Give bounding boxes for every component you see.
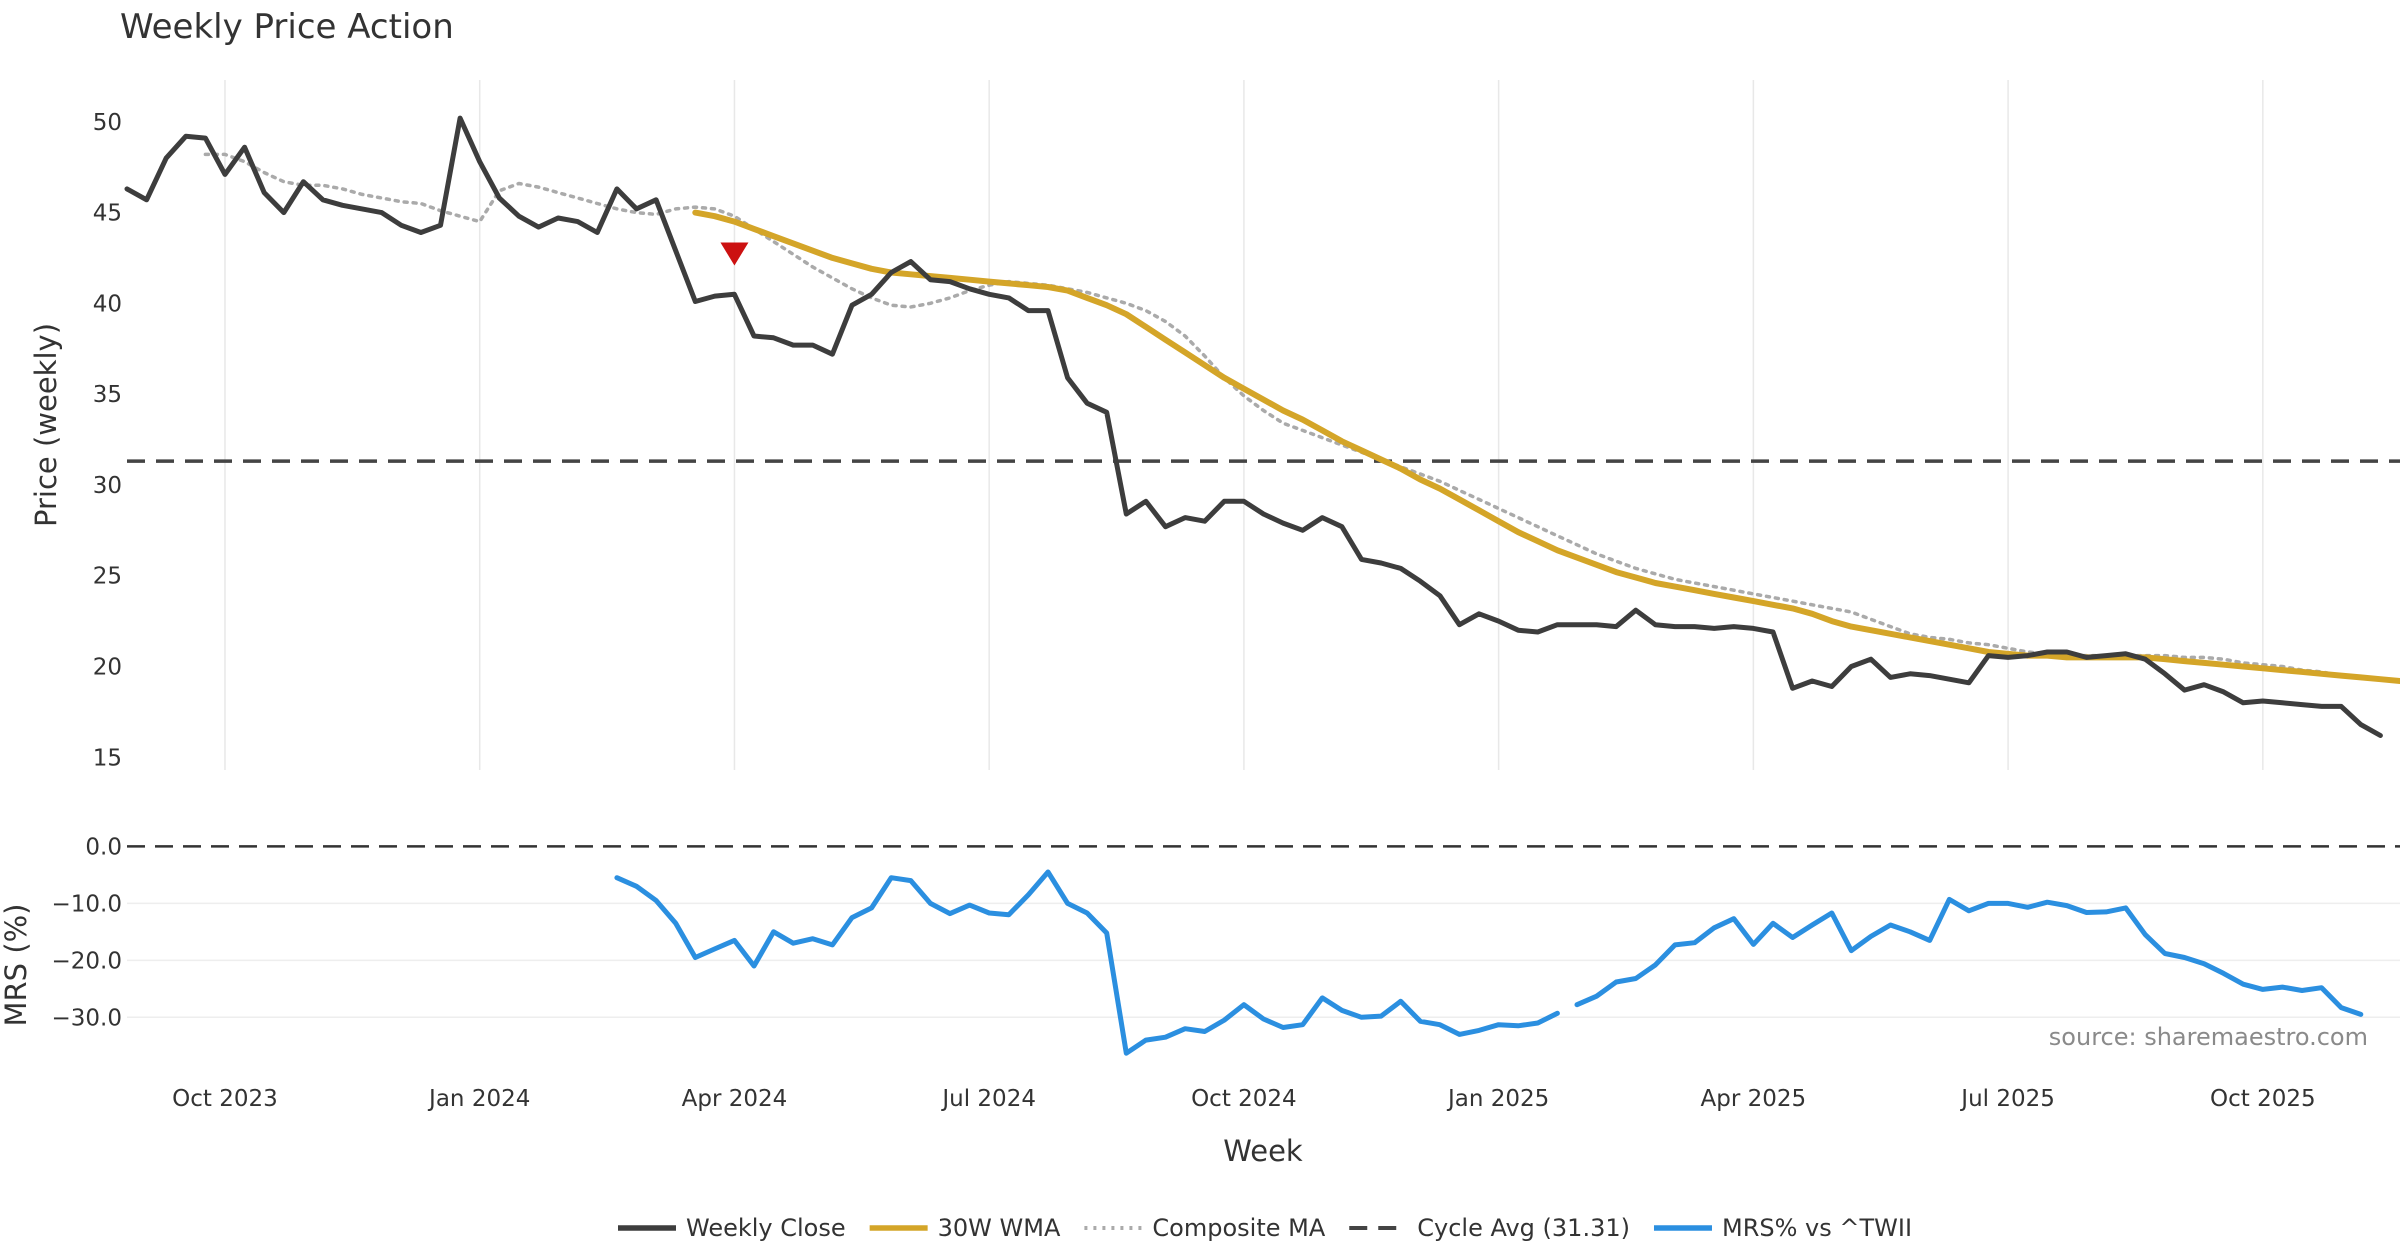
legend-label: MRS% vs ^TWII: [1722, 1214, 1912, 1242]
legend-label: 30W WMA: [938, 1214, 1061, 1242]
legend: Weekly Close 30W WMA Composite MA Cycle Avg…: [618, 1214, 1912, 1242]
legend-label: Cycle Avg (31.31): [1417, 1214, 1630, 1242]
x-tick-label: Oct 2023: [172, 1086, 278, 1112]
legend-item-mrs-vs-twii: MRS% vs ^TWII: [1653, 1214, 1912, 1242]
sell-signal-marker: [720, 242, 749, 266]
x-tick-label: Jul 2024: [940, 1086, 1036, 1112]
legend-item-composite-ma: Composite MA: [1084, 1214, 1326, 1242]
price-y-tick-label: 40: [93, 291, 122, 317]
price-y-tick-label: 25: [93, 564, 122, 590]
chart-title: Weekly Price Action: [120, 7, 454, 47]
legend-label: Composite MA: [1152, 1214, 1325, 1242]
x-tick-label: Apr 2024: [682, 1086, 788, 1112]
price-y-tick-label: 45: [93, 201, 122, 227]
price-y-tick-label: 15: [93, 745, 122, 771]
x-tick-label: Jan 2024: [427, 1086, 530, 1112]
mrs-y-tick-label: −10.0: [52, 891, 122, 917]
mrs-line-segment: [1574, 896, 2364, 1017]
price-series-layer: [124, 115, 2400, 738]
price-y-tick-label: 35: [93, 382, 122, 408]
price-y-tick-label: 30: [93, 473, 122, 499]
mrs-axis-label: MRS (%): [0, 904, 33, 1027]
weekly-close-line: [124, 115, 2383, 738]
price-axis-label: Price (weekly): [29, 323, 63, 527]
price-y-tick-label: 20: [93, 655, 122, 681]
source-note: source: sharemaestro.com: [2049, 1023, 2368, 1051]
x-tick-label: Apr 2025: [1701, 1086, 1807, 1112]
tick-layer: Oct 2023 Jan 2024 Apr 2024 Jul 2024 Oct 2024…: [52, 110, 2316, 1112]
composite-ma-line: [203, 152, 2400, 683]
legend-item-30w-wma: 30W WMA: [869, 1214, 1061, 1242]
legend-item-cycle-avg-31-31: Cycle Avg (31.31): [1349, 1214, 1630, 1242]
price-y-tick-label: 50: [93, 110, 122, 136]
x-tick-label: Oct 2025: [2210, 1086, 2316, 1112]
legend-label: Weekly Close: [686, 1214, 846, 1242]
mrs-line-segment: [614, 869, 1560, 1056]
x-tick-label: Jul 2025: [1959, 1086, 2055, 1112]
x-axis-label: Week: [1223, 1134, 1303, 1168]
mrs-y-tick-label: −30.0: [52, 1005, 122, 1031]
x-tick-label: Oct 2024: [1191, 1086, 1297, 1112]
mrs-y-tick-label: 0.0: [85, 834, 122, 860]
grid-layer: [127, 80, 2400, 1019]
mrs-series-layer: [127, 845, 2400, 1056]
x-tick-label: Jan 2025: [1446, 1086, 1549, 1112]
legend-item-weekly-close: Weekly Close: [618, 1214, 846, 1242]
mrs-y-tick-label: −20.0: [52, 948, 122, 974]
